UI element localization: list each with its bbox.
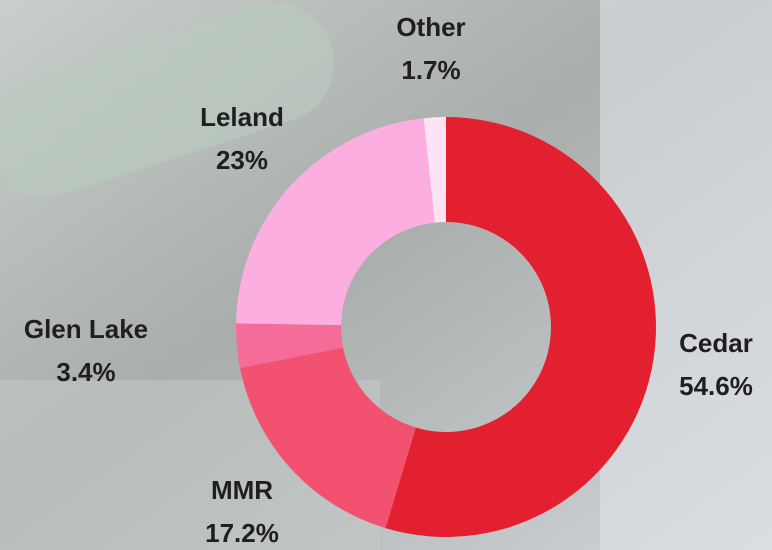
plot: Cedar 54.6% MMR 17.2% Glen Lake 3.4% Leland 23%…	[24, 12, 753, 548]
donut-slice	[423, 117, 446, 223]
donut-slice	[240, 347, 416, 529]
donut-slice	[385, 117, 657, 537]
slice-label: MMR	[211, 475, 273, 505]
slice-value-label: 17.2%	[205, 518, 279, 548]
donut-slice	[236, 118, 435, 326]
slice-label: Glen Lake	[24, 314, 148, 344]
slice-value-label: 54.6%	[679, 371, 753, 401]
slice-value-label: 3.4%	[56, 357, 115, 387]
slice-value-label: 23%	[216, 145, 268, 175]
slice-label: Leland	[200, 102, 284, 132]
donut-slice	[236, 323, 344, 369]
background-cylinder	[0, 2, 335, 198]
slice-label: Other	[396, 12, 465, 42]
slice-value-label: 1.7%	[401, 55, 460, 85]
slice-label: Cedar	[679, 328, 753, 358]
